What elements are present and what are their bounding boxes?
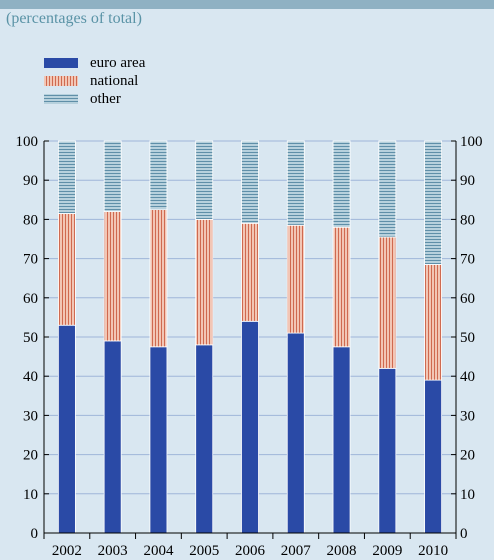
legend-swatch-euro-area (44, 58, 78, 68)
header-band (0, 0, 494, 9)
bar-national-2008 (332, 226, 351, 348)
y-tick-label-left-60: 60 (23, 291, 38, 307)
bar-national-2010 (424, 264, 443, 381)
y-tick-label-right-0: 0 (460, 526, 468, 542)
y-tick-label-right-40: 40 (460, 369, 475, 385)
legend-item-other: other (44, 90, 145, 108)
x-tick-label-2010: 2010 (418, 543, 448, 559)
x-tick-label-2003: 2003 (98, 543, 128, 559)
x-tick-label-2008: 2008 (327, 543, 357, 559)
bar-euro-area-2002 (57, 324, 76, 534)
chart-subtitle: (percentages of total) (6, 10, 142, 27)
bar-other-2002 (57, 140, 76, 214)
y-tick-label-left-80: 80 (23, 212, 38, 228)
bar-national-2003 (103, 211, 122, 342)
bar-national-2009 (378, 236, 397, 369)
bars (57, 140, 443, 534)
y-tick-label-left-70: 70 (23, 252, 38, 268)
y-tick-label-right-60: 60 (460, 291, 475, 307)
x-tick-label-2007: 2007 (281, 543, 312, 559)
bar-national-2006 (241, 222, 259, 322)
y-tick-label-left-0: 0 (31, 526, 39, 542)
bar-other-2006 (241, 140, 259, 224)
y-tick-label-left-90: 90 (23, 173, 38, 189)
x-tick-label-2005: 2005 (189, 543, 219, 559)
axes (43, 140, 457, 539)
legend-label-national: national (90, 72, 139, 89)
x-tick-label-2006: 2006 (235, 543, 266, 559)
y-tick-label-left-50: 50 (23, 330, 38, 346)
y-tick-label-left-20: 20 (23, 448, 38, 464)
y-tick-label-left-40: 40 (23, 369, 38, 385)
bar-national-2004 (149, 209, 168, 348)
y-tick-label-left-30: 30 (23, 408, 38, 424)
x-tick-label-2002: 2002 (52, 543, 82, 559)
y-tick-label-right-20: 20 (460, 448, 475, 464)
bar-euro-area-2010 (424, 379, 443, 534)
bar-other-2007 (286, 140, 305, 226)
y-tick-label-left-10: 10 (23, 487, 38, 503)
bar-national-2007 (286, 224, 305, 334)
bar-other-2005 (195, 140, 214, 220)
bar-euro-area-2008 (332, 346, 351, 534)
bar-other-2008 (332, 140, 351, 228)
bar-euro-area-2007 (286, 332, 305, 534)
y-tick-label-right-100: 100 (460, 134, 483, 150)
legend-label-other: other (90, 90, 121, 107)
tick-labels: 0 0 10 10 20 20 30 30 40 40 50 50 60 60 70 70 80 80 90 90 10… (16, 134, 483, 559)
bar-national-2005 (195, 218, 214, 346)
bar-other-2010 (424, 140, 443, 265)
bar-euro-area-2005 (195, 344, 214, 534)
legend-swatch-other (44, 94, 78, 104)
bar-other-2009 (378, 140, 397, 238)
legend-swatch-national (44, 76, 78, 86)
y-tick-label-right-90: 90 (460, 173, 475, 189)
y-tick-label-right-50: 50 (460, 330, 475, 346)
bar-euro-area-2003 (103, 340, 122, 534)
chart-legend: euro area national other (44, 54, 145, 108)
bar-euro-area-2006 (241, 320, 259, 534)
y-tick-label-right-30: 30 (460, 408, 475, 424)
bar-other-2003 (103, 140, 122, 212)
legend-item-euro-area: euro area (44, 54, 145, 72)
y-tick-label-right-70: 70 (460, 252, 475, 268)
y-tick-label-right-80: 80 (460, 212, 475, 228)
legend-label-euro-area: euro area (90, 54, 146, 71)
y-tick-label-left-100: 100 (16, 134, 39, 150)
bar-euro-area-2009 (378, 367, 397, 534)
legend-item-national: national (44, 72, 145, 90)
bar-other-2004 (149, 140, 168, 210)
bar-euro-area-2004 (149, 346, 168, 534)
x-tick-label-2004: 2004 (143, 543, 174, 559)
bar-national-2002 (57, 213, 76, 326)
x-tick-label-2009: 2009 (372, 543, 402, 559)
y-tick-label-right-10: 10 (460, 487, 475, 503)
